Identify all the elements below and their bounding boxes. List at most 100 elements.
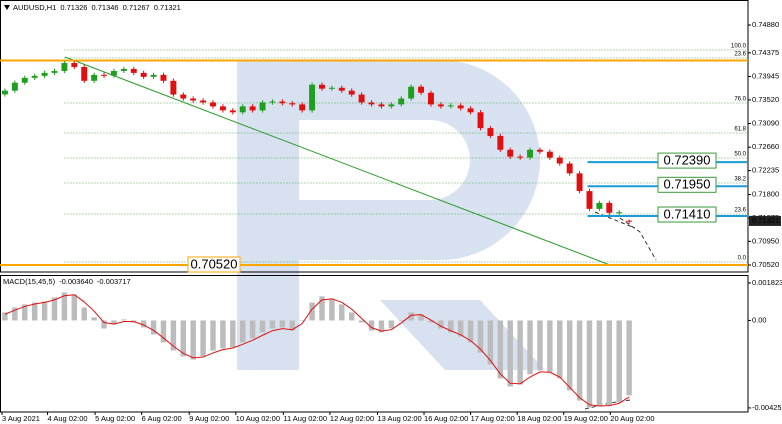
x-tick-label: 4 Aug 02:00 xyxy=(48,414,88,423)
candle-body xyxy=(11,82,18,91)
candle-body xyxy=(41,72,48,76)
fib-label: 38.2 xyxy=(734,177,746,183)
candle-body xyxy=(536,149,543,152)
macd-y-tick-label: 0.001823 xyxy=(752,278,782,287)
candle-body xyxy=(497,135,504,150)
candle-body xyxy=(576,173,583,192)
x-tick-label: 20 Aug 02:00 xyxy=(610,414,654,423)
macd-bar xyxy=(348,312,355,321)
macd-bar xyxy=(477,320,484,353)
collapse-icon[interactable] xyxy=(4,5,10,10)
macd-bar xyxy=(210,320,216,351)
macd-bar xyxy=(319,296,325,321)
macd-bar xyxy=(358,320,365,323)
candle-body xyxy=(517,156,524,158)
header-low: 0.71267 xyxy=(123,3,150,12)
macd-bar xyxy=(150,320,157,335)
macd-bar xyxy=(170,320,177,351)
macd-bar xyxy=(497,320,504,379)
macd-bar xyxy=(111,320,117,325)
y-tick-label: 0.74375 xyxy=(752,48,779,57)
support-box xyxy=(187,256,241,273)
candle-body xyxy=(120,68,127,71)
macd-bar xyxy=(51,297,58,321)
candle-body xyxy=(71,63,78,67)
macd-y-tick-label: -0.004251 xyxy=(752,403,782,412)
macd-bar xyxy=(220,320,226,349)
y-tick-label: 0.73520 xyxy=(752,95,779,104)
fib-label: 61.8 xyxy=(734,127,746,133)
candle-body xyxy=(418,86,425,93)
symbol: AUDUSD,H1 xyxy=(13,3,56,12)
macd-bar xyxy=(329,298,335,321)
macd-bar xyxy=(547,320,553,373)
candle-body xyxy=(556,157,563,164)
macd-bar xyxy=(537,320,543,371)
macd-bar xyxy=(467,320,474,343)
candle-body xyxy=(527,149,534,158)
macd-signal: -0.003717 xyxy=(97,277,131,286)
candle-body xyxy=(586,191,593,209)
candle-body xyxy=(319,84,325,89)
projection-line xyxy=(594,211,636,229)
candle-body xyxy=(51,70,58,73)
target-label: 0.72390 xyxy=(664,153,711,168)
macd-bar xyxy=(259,320,266,333)
macd-bar xyxy=(388,320,395,329)
x-tick-label: 10 Aug 02:00 xyxy=(236,414,280,423)
fib-label: 100.0 xyxy=(731,44,747,50)
macd-bar xyxy=(249,320,256,339)
macd-bar xyxy=(31,302,38,321)
macd-bar xyxy=(418,314,424,321)
macd-bar xyxy=(160,320,167,343)
macd-bar xyxy=(378,320,385,333)
candle-body xyxy=(507,149,514,157)
x-tick-label: 12 Aug 02:00 xyxy=(330,414,374,423)
candle-body xyxy=(61,63,68,71)
target-box xyxy=(657,152,717,169)
candle-body xyxy=(606,202,613,213)
candle-body xyxy=(101,74,107,76)
x-tick-label: 6 Aug 02:00 xyxy=(142,414,182,423)
macd-y-tick-label: 0.00 xyxy=(752,315,767,324)
macd-bar xyxy=(557,320,563,379)
header-close: 0.71321 xyxy=(154,3,181,12)
macd-bar xyxy=(438,320,444,329)
macd-bar xyxy=(398,320,404,321)
macd-bar xyxy=(606,320,613,406)
candle-body xyxy=(81,66,88,81)
macd-panel xyxy=(0,275,749,413)
x-tick-label: 9 Aug 02:00 xyxy=(189,414,229,423)
candle-body xyxy=(626,220,633,222)
candle-body xyxy=(398,98,405,105)
x-tick-label: 3 Aug 2021 xyxy=(2,414,40,423)
target-box xyxy=(657,176,717,193)
candle-body xyxy=(91,74,98,81)
candle-body xyxy=(546,151,553,158)
watermark xyxy=(237,60,545,370)
candle-body xyxy=(279,101,286,104)
macd-projection-line xyxy=(584,399,631,410)
x-tick-label: 16 Aug 02:00 xyxy=(424,414,468,423)
candle-body xyxy=(596,202,603,209)
candle-body xyxy=(408,86,415,99)
macd-bar xyxy=(289,320,295,331)
signal-line xyxy=(4,294,630,407)
macd-bar xyxy=(121,319,127,321)
macd-bar xyxy=(517,320,523,385)
candle-body xyxy=(616,212,623,214)
macd-bar xyxy=(180,320,187,357)
candle-body xyxy=(447,105,454,107)
macd-value: -0.003640 xyxy=(59,277,93,286)
macd-bar xyxy=(596,320,603,407)
macd-name: MACD(15,45,5) xyxy=(3,277,56,286)
price-panel xyxy=(0,0,749,273)
candle-body xyxy=(457,105,464,109)
macd-bar xyxy=(299,320,305,321)
x-tick-label: 19 Aug 02:00 xyxy=(564,414,608,423)
macd-bar xyxy=(586,320,593,408)
candle-body xyxy=(348,90,355,95)
candle-body xyxy=(200,100,207,103)
candle-body xyxy=(219,106,226,111)
